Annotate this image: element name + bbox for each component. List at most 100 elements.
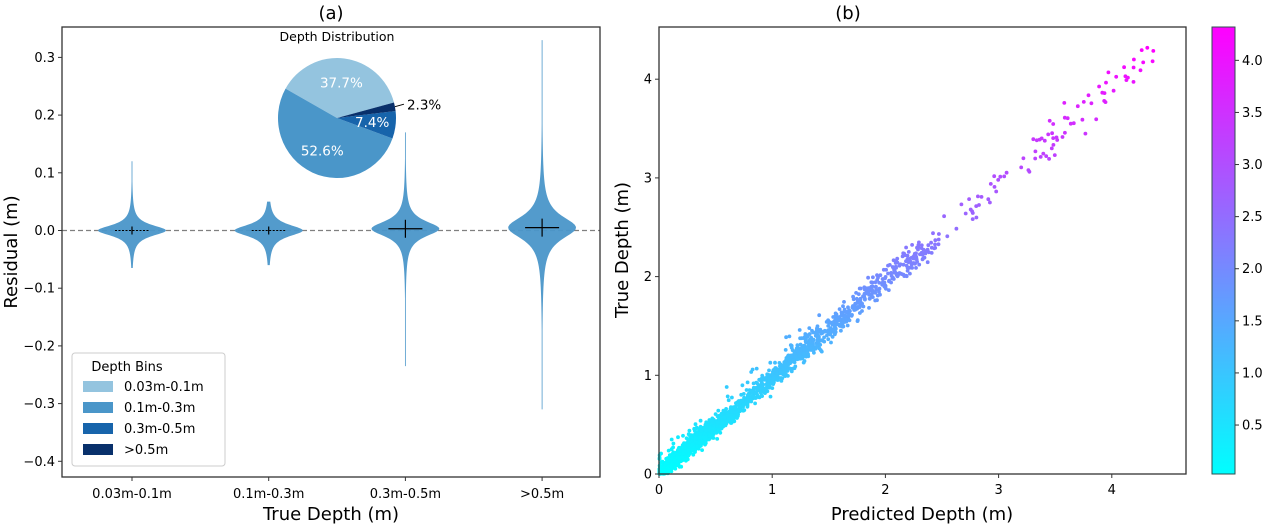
scatter-point [666, 459, 671, 463]
scatter-point [843, 317, 848, 322]
scatter-point [833, 330, 838, 334]
scatter-point [694, 431, 699, 436]
colorbar-tick-label: 1.5 [1242, 314, 1263, 329]
scatter-point [1104, 80, 1108, 85]
scatter-point [992, 185, 997, 189]
scatter-point [721, 408, 726, 413]
colorbar-tick-label: 2.0 [1242, 262, 1263, 277]
legend-entry: 0.3m-0.5m [83, 422, 195, 437]
pie-slice-label: 52.6% [301, 144, 344, 160]
scatter-point [847, 318, 852, 323]
scatter-point [919, 250, 924, 255]
scatter-point [828, 326, 833, 331]
scatter-point [895, 256, 900, 261]
y-tick-label: −0.1 [23, 282, 55, 297]
scatter-point [1019, 165, 1024, 170]
scatter-point [797, 328, 802, 332]
scatter-point [871, 275, 875, 280]
scatter-point [867, 296, 872, 301]
pie-leader-line [394, 103, 405, 108]
scatter-point [842, 300, 846, 304]
scatter-point [900, 272, 904, 276]
scatter-point [842, 309, 847, 314]
x-tick-label: 2 [881, 483, 889, 498]
scatter-point [666, 448, 671, 453]
pie-slice-label: 7.4% [355, 115, 389, 131]
scatter-point [910, 266, 914, 270]
scatter-point [970, 217, 975, 222]
scatter-point [666, 469, 671, 474]
scatter-point [742, 408, 747, 412]
panel-a-y-ticks: 0.3 0.2 0.1 0.0 −0.1 −0.2 −0.3 −0.4 [23, 51, 62, 470]
scatter-point [702, 432, 707, 437]
scatter-point [866, 291, 871, 296]
scatter-point [891, 266, 896, 270]
scatter-point [857, 300, 862, 305]
scatter-point [817, 346, 822, 351]
scatter-point [693, 422, 698, 427]
scatter-point [905, 268, 910, 273]
scatter-point [1151, 49, 1156, 53]
x-tick-label: 0.1m-0.3m [233, 487, 304, 502]
scatter-points [657, 45, 1156, 476]
scatter-point [968, 207, 973, 212]
scatter-point [806, 332, 811, 337]
scatter-point [976, 194, 980, 199]
scatter-point [906, 260, 911, 265]
scatter-point [778, 370, 783, 374]
scatter-point [1075, 104, 1080, 109]
scatter-point [831, 315, 836, 319]
legend-swatch [83, 381, 113, 392]
panel-a-x-ticks: 0.03m-0.1m 0.1m-0.3m 0.3m-0.5m >0.5m [92, 477, 564, 502]
scatter-point [777, 361, 782, 365]
scatter-point [827, 331, 831, 336]
scatter-point [732, 419, 736, 424]
scatter-point [759, 393, 764, 398]
violin [508, 40, 577, 410]
scatter-point [908, 256, 912, 261]
scatter-point [926, 243, 931, 248]
scatter-point [929, 240, 933, 245]
scatter-point [1071, 121, 1076, 126]
scatter-point [784, 335, 788, 340]
scatter-point [687, 428, 692, 433]
scatter-point [784, 365, 788, 370]
scatter-point [740, 383, 745, 388]
scatter-point [1068, 121, 1073, 126]
scatter-point [703, 442, 707, 447]
scatter-point [1102, 91, 1107, 95]
scatter-point [740, 398, 744, 403]
scatter-point [695, 444, 699, 449]
scatter-point [837, 322, 842, 327]
y-tick-label: 4 [644, 73, 652, 88]
scatter-point [1141, 60, 1146, 65]
scatter-point [750, 367, 755, 372]
scatter-point [778, 364, 782, 368]
scatter-point [786, 357, 791, 361]
scatter-point [726, 398, 731, 403]
scatter-point [784, 372, 788, 377]
scatter-point [1042, 138, 1047, 143]
scatter-point [933, 238, 938, 243]
legend-entry: 0.03m-0.1m [83, 380, 204, 395]
scatter-point [795, 357, 800, 362]
scatter-point [866, 288, 871, 293]
scatter-point [979, 195, 984, 199]
scatter-point [822, 335, 826, 340]
legend-swatch [83, 423, 113, 434]
scatter-point [877, 280, 882, 285]
scatter-point [734, 401, 738, 405]
scatter-point [988, 182, 993, 186]
scatter-point [697, 441, 702, 445]
scatter-point [970, 211, 975, 215]
scatter-point [801, 344, 806, 348]
scatter-point [753, 396, 758, 400]
scatter-point [1065, 116, 1070, 121]
scatter-point [722, 415, 727, 419]
scatter-point [819, 349, 824, 354]
scatter-point [817, 313, 822, 318]
scatter-point [811, 337, 815, 342]
scatter-point [808, 337, 812, 342]
scatter-point [1063, 130, 1067, 135]
